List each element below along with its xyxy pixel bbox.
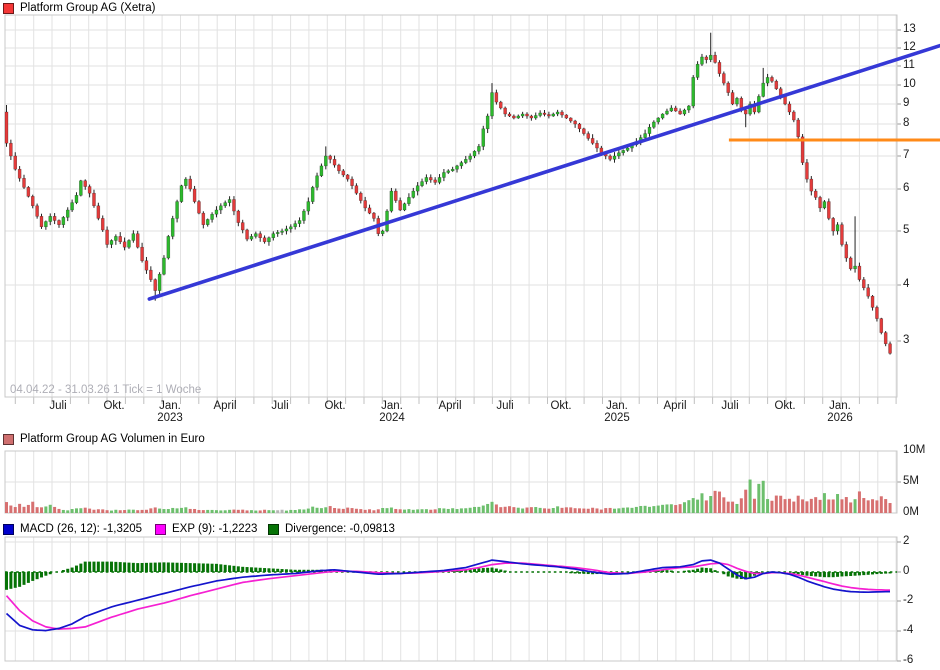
price-tick-label: 10 <box>903 78 916 90</box>
price-tick-label: 3 <box>903 334 910 346</box>
exp-value-label: EXP (9): -1,2223 <box>172 523 258 535</box>
price-tick-label: 12 <box>903 41 916 53</box>
x-axis-label: Jan. 2024 <box>379 400 405 424</box>
x-axis-label: April <box>213 400 237 412</box>
macd-tick-label: -6 <box>903 654 914 666</box>
macd-tick-label: 0 <box>903 565 910 577</box>
price-tick-label: 5 <box>903 224 910 236</box>
volume-legend: Platform Group AG Volumen in Euro <box>3 433 205 445</box>
price-tick-label: 9 <box>903 97 910 109</box>
macd-swatch-icon <box>3 523 14 535</box>
tick-unit-label: 1 Tick = 1 Woche <box>113 384 202 396</box>
x-axis-label: April <box>438 400 462 412</box>
date-range-label: 04.04.22 - 31.03.26 <box>10 384 110 396</box>
price-tick-label: 13 <box>903 23 916 35</box>
volume-swatch-icon <box>3 433 14 445</box>
x-axis-label: Juli <box>49 400 67 412</box>
exp-swatch-icon <box>155 523 166 535</box>
x-axis-label: Okt. <box>550 400 572 412</box>
divergence-value-label: Divergence: -0,09813 <box>285 523 395 535</box>
x-axis-label: Okt. <box>103 400 125 412</box>
divergence-legend-item: Divergence: -0,09813 <box>268 523 395 535</box>
volume-tick-label: 10M <box>903 444 926 456</box>
x-axis-label: Jan. 2026 <box>827 400 853 424</box>
macd-legend-item: MACD (26, 12): -1,3205 <box>3 523 142 535</box>
price-tick-label: 11 <box>903 59 915 71</box>
x-axis-label: Juli <box>496 400 514 412</box>
volume-title: Platform Group AG Volumen in Euro <box>20 433 205 445</box>
volume-tick-label: 5M <box>903 475 919 487</box>
price-tick-label: 7 <box>903 149 910 161</box>
divergence-swatch-icon <box>268 523 279 535</box>
x-axis-label: Okt. <box>774 400 796 412</box>
x-axis-label: April <box>663 400 687 412</box>
x-axis-label: Juli <box>271 400 289 412</box>
series-swatch-icon <box>3 2 14 14</box>
x-axis-label: Juli <box>721 400 739 412</box>
x-axis-label: Okt. <box>324 400 346 412</box>
x-axis-label: Jan. 2023 <box>157 400 183 424</box>
price-tick-label: 8 <box>903 117 910 129</box>
x-axis-label: Jan. 2025 <box>604 400 630 424</box>
macd-tick-label: 2 <box>903 535 910 547</box>
volume-tick-label: 0M <box>903 506 919 518</box>
exp-legend-item: EXP (9): -1,2223 <box>155 523 257 535</box>
macd-tick-label: -2 <box>903 594 914 606</box>
price-tick-label: 4 <box>903 278 910 290</box>
price-tick-label: 6 <box>903 182 910 194</box>
chart-title: Platform Group AG (Xetra) <box>20 2 156 14</box>
main-legend: Platform Group AG (Xetra) <box>3 2 156 14</box>
macd-tick-label: -4 <box>903 624 914 636</box>
macd-value-label: MACD (26, 12): -1,3205 <box>20 523 143 535</box>
